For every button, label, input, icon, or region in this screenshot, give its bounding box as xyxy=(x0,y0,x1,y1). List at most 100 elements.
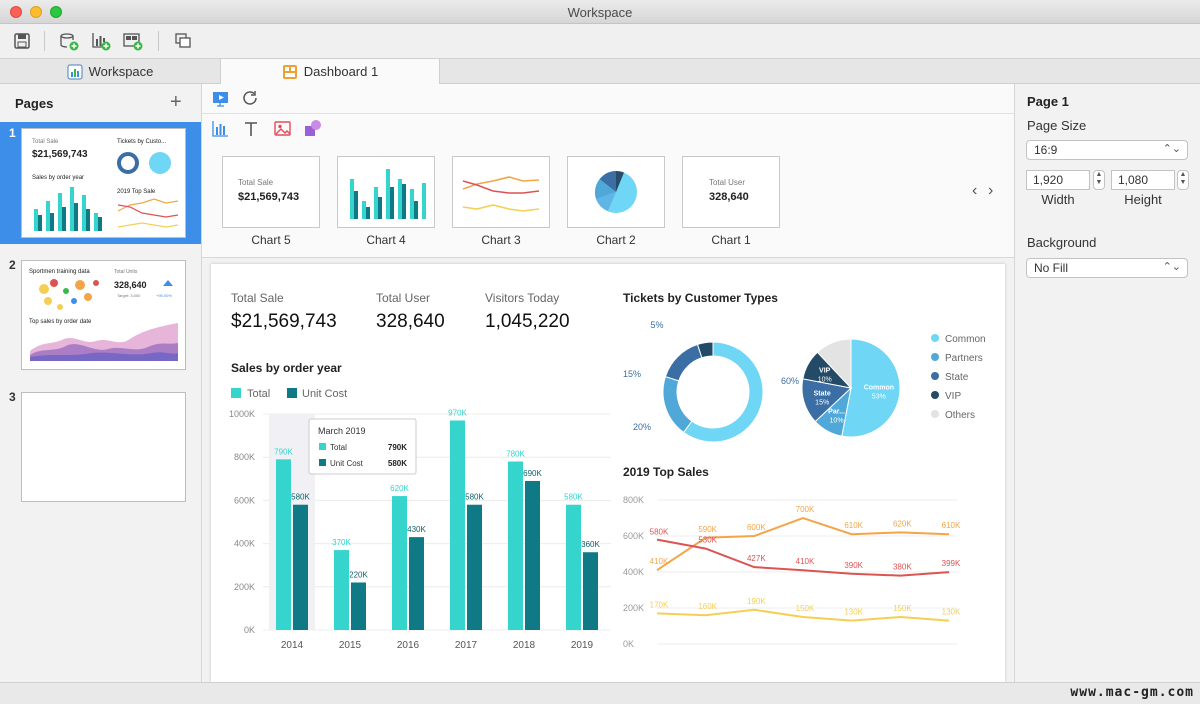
preview-icon[interactable] xyxy=(210,88,232,110)
legend-label: State xyxy=(945,372,969,383)
dashboard-editor: Total Sale $21,569,743 Chart 5 Chart 4 xyxy=(202,84,1014,682)
line-point-label: 410K xyxy=(650,557,669,566)
page-item-2[interactable]: 2 Sportmen training data Total Units 328… xyxy=(0,254,201,376)
bar-unit-cost-label: 580K xyxy=(465,493,484,502)
chart-card-5[interactable]: Total Sale $21,569,743 xyxy=(222,156,320,228)
line-point-label: 170K xyxy=(650,600,669,609)
tooltip-row-value: 580K xyxy=(388,459,407,468)
line-point-label: 190K xyxy=(747,597,766,606)
bar-total xyxy=(508,461,523,630)
pages-title: Pages xyxy=(15,96,54,111)
tab-dashboard[interactable]: Dashboard 1 xyxy=(220,59,440,84)
width-label: Width xyxy=(1041,192,1075,207)
bar-total-label: 580K xyxy=(564,493,583,502)
refresh-icon[interactable] xyxy=(240,88,262,110)
bar-total-label: 620K xyxy=(390,484,409,493)
chevron-updown-icon: ⌃⌄ xyxy=(1162,261,1181,273)
chart-card-3[interactable] xyxy=(452,156,550,228)
line-point-label: 610K xyxy=(844,521,863,530)
page-item-1[interactable]: 1 Total Sale $21,569,743 Tickets by Cust… xyxy=(0,122,201,244)
tab-workspace[interactable]: Workspace xyxy=(0,59,220,84)
bar-unit-cost-label: 430K xyxy=(407,525,426,534)
tooltip-row-name: Unit Cost xyxy=(330,459,364,468)
kpi-total-user-label: Total User xyxy=(376,291,430,305)
card-5-value: $21,569,743 xyxy=(238,191,299,203)
chevron-right-icon[interactable]: › xyxy=(988,182,994,199)
line-point-label: 700K xyxy=(796,505,815,514)
bar-x-tick: 2019 xyxy=(571,640,594,651)
add-chart-icon[interactable] xyxy=(90,30,112,52)
main-toolbar xyxy=(0,24,1200,58)
donut-slice xyxy=(696,341,714,359)
bar-y-tick: 800K xyxy=(234,452,255,462)
page-number: 1 xyxy=(9,126,16,140)
width-stepper[interactable]: ▲ ▼ xyxy=(1093,170,1105,190)
line-series xyxy=(656,516,950,572)
thumb-top-sales-label: Top sales by order date xyxy=(29,319,92,325)
pie-slice-pct: 10% xyxy=(830,417,844,424)
bar-x-tick: 2016 xyxy=(397,640,420,651)
thumb-total-sale-label: Total Sale xyxy=(32,139,59,145)
bar-x-tick: 2017 xyxy=(455,640,478,651)
height-stepper[interactable]: ▲ ▼ xyxy=(1177,170,1189,190)
bar-tooltip: March 2019 Total 790K Unit Cost 580K xyxy=(308,418,417,475)
bar-unit-cost xyxy=(583,552,598,630)
status-bar: www.mac-gm.com xyxy=(0,682,1200,704)
tooltip-swatch xyxy=(319,459,326,466)
thumb-tickets-label: Tickets by Custo... xyxy=(117,139,166,145)
page-thumbnail-blank xyxy=(21,392,186,502)
tickets-chart-title: Tickets by Customer Types xyxy=(623,291,778,305)
thumb-total-units-label: Total Units xyxy=(114,269,138,275)
line-point-label: 410K xyxy=(796,557,815,566)
chart-card-3-label: Chart 3 xyxy=(481,233,521,247)
width-field[interactable]: 1,920 xyxy=(1026,170,1090,190)
tooltip-row-name: Total xyxy=(330,443,347,452)
line-y-tick: 600K xyxy=(623,531,644,541)
insert-shape-icon[interactable] xyxy=(302,118,324,140)
add-datasource-icon[interactable] xyxy=(58,30,80,52)
insert-image-icon[interactable] xyxy=(272,118,294,140)
tickets-pie-chart: Common 53% Par... 10% State 15% VIP 10% xyxy=(801,338,901,438)
background-select[interactable]: No Fill ⌃⌄ xyxy=(1026,258,1188,278)
add-page-icon[interactable]: + xyxy=(170,91,182,113)
chart-card-4[interactable] xyxy=(337,156,435,228)
chevron-left-icon[interactable]: ‹ xyxy=(972,182,978,199)
chart-card-5-label: Chart 5 xyxy=(251,233,291,247)
line-point-label: 380K xyxy=(893,563,912,572)
page-thumbnail: Total Sale $21,569,743 Tickets by Custo.… xyxy=(21,128,186,238)
top-sales-line-chart: 0K 200K 400K 600K 800K 410K 590K 600K 700K 610K 62… xyxy=(623,495,961,649)
legend-unit-cost-swatch xyxy=(287,388,297,398)
thumb-total-units-value: 328,640 xyxy=(114,280,147,290)
line-point-label: 150K xyxy=(796,604,815,613)
page-size-select[interactable]: 16:9 ⌃⌄ xyxy=(1026,140,1188,160)
bar-unit-cost xyxy=(351,582,366,630)
legend-dot xyxy=(931,372,939,380)
pie-slice-label: VIP xyxy=(819,368,831,375)
legend-unit-cost-label: Unit Cost xyxy=(302,388,347,400)
bar-total xyxy=(334,550,349,630)
kpi-visitors-value: 1,045,220 xyxy=(485,311,570,332)
add-dashboard-icon[interactable] xyxy=(122,30,144,52)
insert-text-icon[interactable] xyxy=(240,118,262,140)
watermark-text: www.mac-gm.com xyxy=(1070,685,1194,700)
background-label: Background xyxy=(1027,235,1097,250)
duplicate-window-icon[interactable] xyxy=(172,30,194,52)
pie-slice-label: Common xyxy=(864,385,894,392)
bar-total-label: 790K xyxy=(274,447,293,456)
minimize-window-button[interactable] xyxy=(30,6,42,18)
title-bar: Workspace xyxy=(0,0,1200,24)
pie-slice-pct: 10% xyxy=(818,377,832,384)
line-point-label: 427K xyxy=(747,554,766,563)
bar-total xyxy=(276,459,291,630)
chart-card-1[interactable]: Total User 328,640 xyxy=(682,156,780,228)
chart-card-2[interactable] xyxy=(567,156,665,228)
maximize-window-button[interactable] xyxy=(50,6,62,18)
kpi-total-sale-label: Total Sale xyxy=(231,291,284,305)
close-window-button[interactable] xyxy=(10,6,22,18)
line-point-label: 610K xyxy=(942,521,961,530)
insert-chart-icon[interactable] xyxy=(210,118,232,140)
save-icon[interactable] xyxy=(11,30,33,52)
height-field[interactable]: 1,080 xyxy=(1111,170,1175,190)
page-item-3[interactable]: 3 xyxy=(0,386,201,508)
